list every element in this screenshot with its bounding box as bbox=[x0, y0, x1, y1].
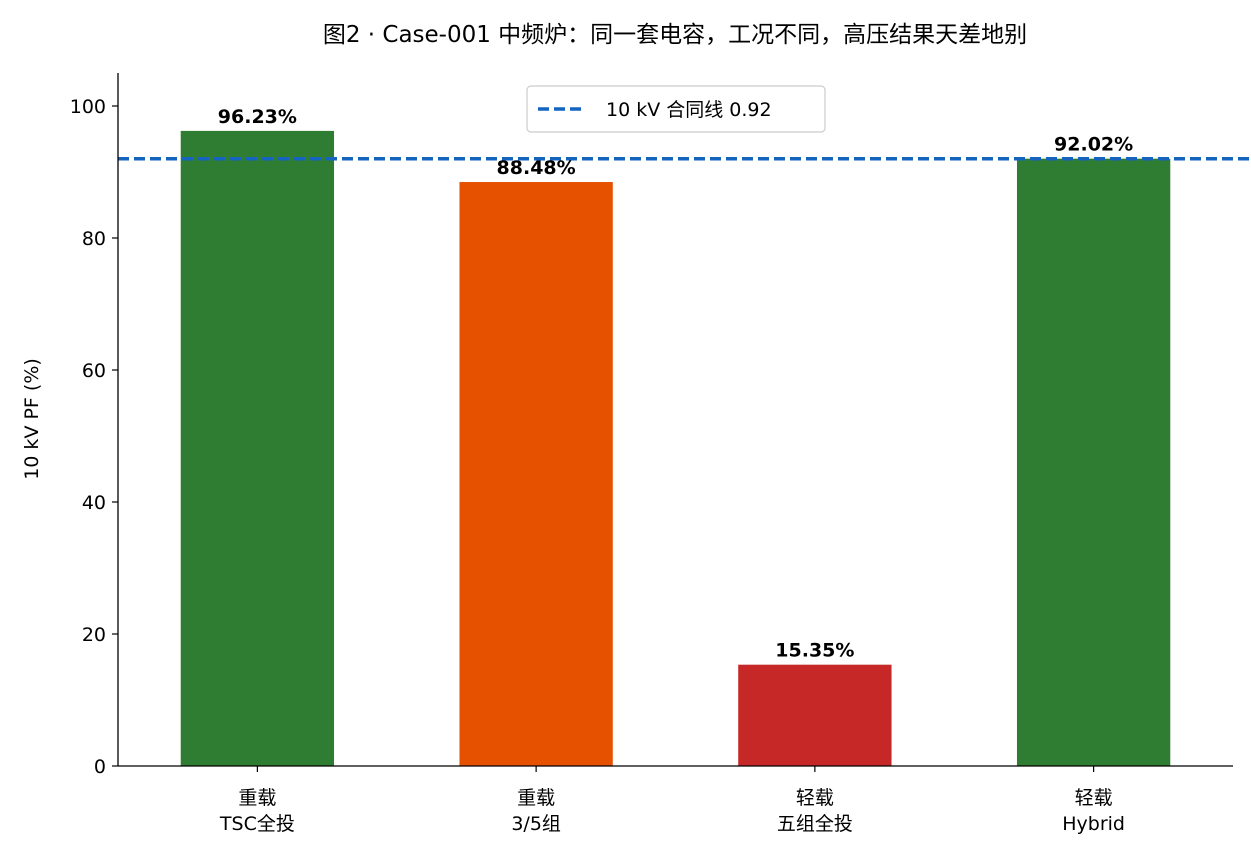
x-tick-label: 轻载 bbox=[796, 787, 834, 809]
value-labels-layer: 96.23% 88.48% 15.35% 92.02% bbox=[218, 106, 1133, 662]
value-label: 92.02% bbox=[1054, 134, 1133, 156]
bar bbox=[459, 182, 613, 767]
legend-frame bbox=[526, 85, 826, 133]
bars-layer bbox=[180, 130, 1171, 767]
x-tick-label: 重载 bbox=[238, 787, 276, 809]
legend-label: 10 kV 合同线 0.92 bbox=[606, 99, 772, 121]
x-tick-label: Hybrid bbox=[1062, 813, 1125, 835]
y-tick-label: 100 bbox=[70, 96, 106, 118]
y-tick-label: 40 bbox=[82, 492, 106, 514]
value-label: 15.35% bbox=[775, 640, 854, 662]
y-ticks-layer: 0 20 40 60 80 100 bbox=[70, 96, 118, 778]
value-label: 96.23% bbox=[218, 106, 297, 128]
bar bbox=[738, 664, 892, 766]
x-tick-label: 五组全投 bbox=[777, 813, 853, 835]
x-tick-label: 重载 bbox=[517, 787, 555, 809]
y-tick-label: 0 bbox=[94, 756, 106, 778]
bar bbox=[180, 130, 335, 766]
y-tick-label: 60 bbox=[82, 360, 106, 382]
y-tick-label: 20 bbox=[82, 624, 106, 646]
chart-title: 图2 · Case-001 中频炉：同一套电容，工况不同，高压结果天差地别 bbox=[323, 22, 1027, 48]
x-tick-label: 3/5组 bbox=[511, 813, 561, 835]
axes-layer bbox=[117, 73, 1233, 767]
y-tick-label: 80 bbox=[82, 228, 106, 250]
legend: 10 kV 合同线 0.92 bbox=[526, 85, 826, 133]
bar bbox=[1016, 158, 1171, 767]
x-tick-label: TSC全投 bbox=[219, 813, 295, 835]
x-tick-label: 轻载 bbox=[1075, 787, 1113, 809]
y-axis-label: 10 kV PF (%) bbox=[21, 358, 43, 480]
value-label: 88.48% bbox=[497, 157, 576, 179]
